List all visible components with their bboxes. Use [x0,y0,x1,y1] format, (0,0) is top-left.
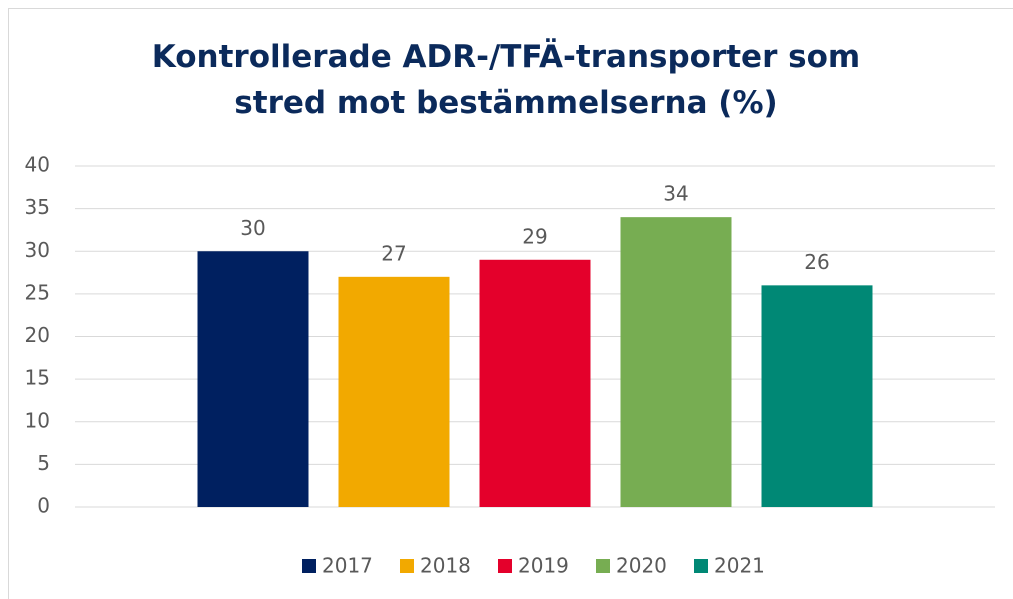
data-label: 30 [240,216,265,240]
data-label: 34 [663,182,688,206]
legend-label: 2021 [714,554,765,578]
bar [761,285,873,507]
y-tick-label: 0 [37,494,50,518]
chart-title: Kontrollerade ADR-/TFÄ-transporter som s… [151,39,861,121]
legend-label: 2020 [616,554,667,578]
y-tick-label: 10 [25,408,50,432]
data-label: 27 [381,241,406,265]
bar [197,251,309,507]
legend-swatch [596,559,610,573]
y-tick-label: 5 [37,451,50,475]
legend-swatch [400,559,414,573]
y-tick-label: 35 [25,195,50,219]
y-tick-label: 15 [25,366,50,390]
y-tick-label: 30 [25,238,50,262]
bar [479,259,591,507]
y-tick-label: 25 [25,280,50,304]
y-tick-label: 40 [25,153,50,177]
bar [338,276,450,507]
bar [620,217,732,507]
legend-swatch [694,559,708,573]
legend-label: 2019 [518,554,569,578]
legend-label: 2017 [322,554,373,578]
chart-border [8,8,1013,599]
data-label: 26 [804,250,829,274]
legend-label: 2018 [420,554,471,578]
data-label: 29 [522,224,547,248]
legend-swatch [498,559,512,573]
y-tick-label: 20 [25,323,50,347]
legend-swatch [302,559,316,573]
